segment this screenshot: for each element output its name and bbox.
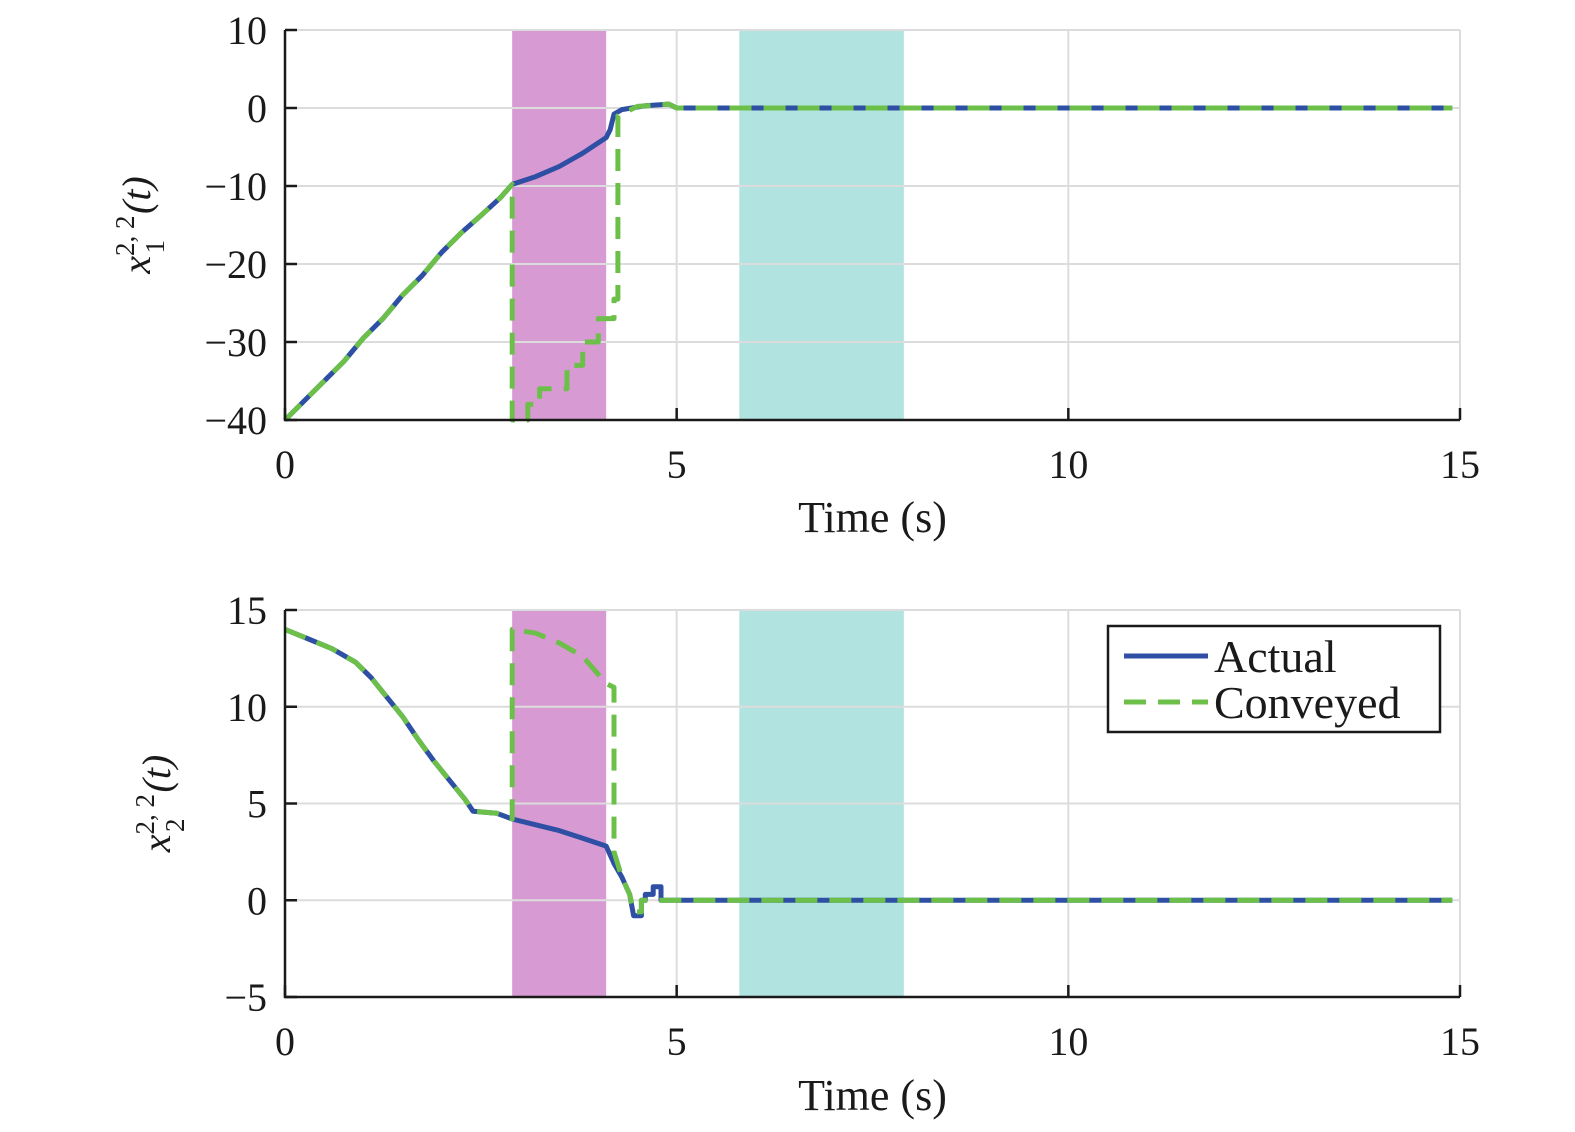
y-label-arg: (t)	[114, 176, 159, 214]
x-tick-label: 5	[667, 442, 687, 487]
series-line-conveyed	[284, 626, 1453, 915]
x-tick-label: 15	[1440, 442, 1480, 487]
y-tick-label: −30	[204, 320, 267, 365]
y-tick-label: 15	[227, 588, 267, 633]
y-label-base: x	[134, 834, 179, 853]
y-tick-label: −20	[204, 242, 267, 287]
x-axis-label: Time (s)	[798, 493, 947, 542]
x-tick-label: 10	[1048, 1019, 1088, 1064]
shaded-region-1	[739, 30, 904, 420]
y-axis-label-text: x2, 21 (t)	[110, 176, 170, 275]
y-label-base: x	[114, 256, 159, 275]
y-label-arg: (t)	[134, 755, 179, 793]
y-axis-label: x2, 22 (t)	[130, 755, 190, 854]
top-chart-panel: 0 5 10 15 10 0 −10 −20 −30 −40 Time (s) x2, 21 (t)	[110, 8, 1480, 542]
y-axis-label: x2, 21 (t)	[110, 176, 170, 275]
x-tick-label: 0	[275, 1019, 295, 1064]
y-label-superscript: 2, 2	[110, 216, 140, 257]
y-tick-label: −10	[204, 164, 267, 209]
y-tick-label: 0	[247, 86, 267, 131]
x-axis-label: Time (s)	[798, 1071, 947, 1120]
y-tick-label: −5	[224, 975, 267, 1020]
y-tick-label: 0	[247, 878, 267, 923]
x-tick-label: 10	[1048, 442, 1088, 487]
legend-label-conveyed: Conveyed	[1214, 677, 1401, 728]
shaded-region-0	[512, 30, 607, 420]
y-tick-label: 5	[247, 782, 267, 827]
y-label-subscript: 2	[160, 819, 190, 833]
legend-label-actual: Actual	[1214, 631, 1337, 682]
legend-box	[1106, 624, 1442, 734]
x-tick-label: 0	[275, 442, 295, 487]
y-tick-label: 10	[227, 8, 267, 53]
y-tick-label: −40	[204, 398, 267, 443]
series-line-actual	[284, 627, 1453, 919]
y-label-subscript: 1	[140, 240, 170, 254]
y-label-superscript: 2, 2	[130, 794, 160, 835]
x-tick-label: 5	[667, 1019, 687, 1064]
x-tick-label: 15	[1440, 1019, 1480, 1064]
y-axis-label-text: x2, 22 (t)	[130, 755, 190, 854]
series-line-conveyed	[283, 101, 1453, 423]
y-tick-label: 10	[227, 685, 267, 730]
